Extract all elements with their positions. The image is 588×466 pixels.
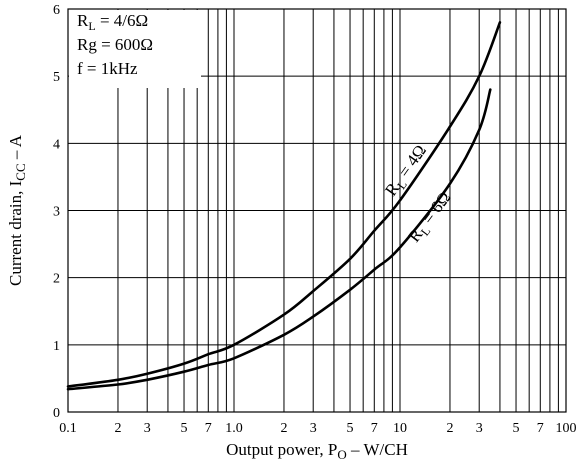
y-tick-label: 6 — [53, 3, 60, 18]
series-label-rl-4ohm-rest: = 4Ω — [392, 141, 430, 184]
x-tick-label: 1.0 — [225, 421, 243, 436]
x-tick-label: 10 — [393, 421, 407, 436]
y-tick-label: 3 — [53, 205, 60, 220]
series-label-rl-6ohm-rest: = 6Ω — [416, 188, 455, 231]
series-line-rl-6ohm — [66, 88, 492, 391]
x-axis-title: Output power, PO – W/CH — [226, 440, 408, 462]
x-tick-label: 3 — [144, 421, 151, 436]
condition-line-2-main: Rg = 600Ω — [77, 35, 153, 54]
x-tick-label: 2 — [280, 421, 287, 436]
condition-line-1: RL = 4/6Ω — [77, 11, 148, 33]
x-tick-label: 3 — [310, 421, 317, 436]
x-tick-label: 7 — [537, 421, 544, 436]
plot-frame — [67, 8, 567, 413]
x-axis-title-rest: – W/CH — [347, 440, 408, 459]
y-tick-label: 0 — [53, 406, 60, 421]
y-tick-label: 1 — [53, 339, 60, 354]
series-line-rl-4ohm — [66, 21, 502, 388]
series-label-group: RL = 6Ω — [404, 188, 457, 247]
series-label-rl-6ohm: RL = 6Ω — [404, 188, 457, 247]
conditions-box: RL = 4/6Ω Rg = 600Ω f = 1kHz — [69, 10, 201, 88]
y-axis-title-subscript: CC — [13, 163, 28, 180]
y-axis-title-main: Current drain, I — [6, 180, 25, 286]
x-tick-label: 5 — [347, 421, 354, 436]
x-tick-label: 5 — [181, 421, 188, 436]
condition-line-2: Rg = 600Ω — [77, 35, 153, 54]
x-tick-label: 3 — [476, 421, 483, 436]
axis-tick-labels: 0.1 2 3 5 7 1.0 2 3 5 7 10 2 3 5 7 100 0 1 2 3 4 5 6 — [53, 3, 577, 436]
x-tick-label: 7 — [205, 421, 212, 436]
conditions-background — [69, 10, 201, 88]
series-curves — [66, 21, 502, 391]
x-tick-label: 5 — [513, 421, 520, 436]
x-axis-title-main: Output power, P — [226, 440, 337, 459]
x-tick-label: 0.1 — [59, 421, 77, 436]
x-tick-label: 100 — [556, 421, 577, 436]
x-tick-label: 2 — [446, 421, 453, 436]
x-tick-label: 2 — [114, 421, 121, 436]
y-axis-title-rest: – A — [6, 134, 25, 163]
condition-line-3: f = 1kHz — [77, 59, 138, 78]
y-tick-label: 4 — [53, 137, 60, 152]
x-tick-label: 7 — [371, 421, 378, 436]
y-tick-label: 2 — [53, 272, 60, 287]
condition-line-1-main: R — [77, 11, 89, 30]
x-axis-title-subscript: O — [337, 447, 346, 462]
y-axis-title: Current drain, ICC – A — [6, 134, 28, 286]
condition-line-3-main: f = 1kHz — [77, 59, 138, 78]
condition-line-1-rest: = 4/6Ω — [96, 11, 148, 30]
y-tick-label: 5 — [53, 70, 60, 85]
condition-line-1-subscript: L — [88, 19, 95, 33]
